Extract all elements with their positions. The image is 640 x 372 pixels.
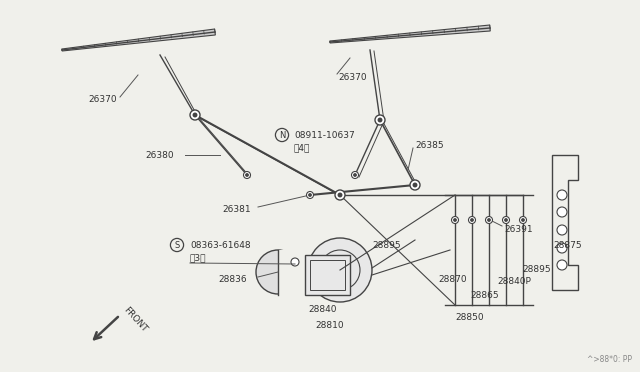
- Text: 26370: 26370: [88, 96, 116, 105]
- Circle shape: [246, 174, 248, 176]
- Circle shape: [351, 171, 358, 179]
- Circle shape: [308, 238, 372, 302]
- Circle shape: [307, 192, 314, 199]
- Circle shape: [291, 258, 299, 266]
- Text: 26370: 26370: [338, 73, 367, 81]
- Circle shape: [522, 219, 524, 221]
- Bar: [310, 260, 345, 290]
- Text: N: N: [279, 131, 285, 140]
- Text: （4）: （4）: [294, 144, 310, 153]
- Circle shape: [190, 110, 200, 120]
- Text: 28895: 28895: [372, 241, 401, 250]
- Text: 26391: 26391: [504, 225, 532, 234]
- Bar: [278, 250, 303, 295]
- Text: 28850: 28850: [455, 314, 484, 323]
- Circle shape: [486, 217, 493, 224]
- Circle shape: [557, 225, 567, 235]
- Circle shape: [454, 219, 456, 221]
- Circle shape: [557, 260, 567, 270]
- Circle shape: [468, 217, 476, 224]
- Text: （3）: （3）: [190, 253, 207, 263]
- Circle shape: [256, 250, 300, 294]
- Circle shape: [339, 193, 342, 197]
- Text: 26380: 26380: [145, 151, 173, 160]
- Polygon shape: [62, 29, 215, 51]
- Text: 28870: 28870: [438, 276, 467, 285]
- Circle shape: [520, 217, 527, 224]
- Text: 28810: 28810: [315, 321, 344, 330]
- Text: 26381: 26381: [222, 205, 251, 215]
- Circle shape: [557, 243, 567, 253]
- Text: 28840: 28840: [308, 305, 337, 314]
- Text: 08911-10637: 08911-10637: [294, 131, 355, 140]
- Circle shape: [354, 174, 356, 176]
- Circle shape: [557, 207, 567, 217]
- Text: 28895: 28895: [522, 266, 550, 275]
- Text: 08363-61648: 08363-61648: [190, 241, 251, 250]
- Circle shape: [410, 180, 420, 190]
- Text: 28865: 28865: [470, 291, 499, 299]
- Polygon shape: [330, 25, 490, 43]
- Text: 28836: 28836: [218, 276, 246, 285]
- Circle shape: [471, 219, 473, 221]
- Circle shape: [488, 219, 490, 221]
- Circle shape: [557, 190, 567, 200]
- Circle shape: [502, 217, 509, 224]
- Circle shape: [309, 194, 311, 196]
- Circle shape: [335, 190, 345, 200]
- Text: S: S: [174, 241, 180, 250]
- Circle shape: [413, 183, 417, 187]
- Text: 28875: 28875: [553, 241, 582, 250]
- Circle shape: [505, 219, 507, 221]
- Circle shape: [193, 113, 196, 117]
- Text: 28840P: 28840P: [497, 278, 531, 286]
- Bar: [305, 255, 350, 295]
- Circle shape: [375, 115, 385, 125]
- Circle shape: [451, 217, 458, 224]
- Text: ^>88*0: PP: ^>88*0: PP: [587, 355, 632, 364]
- Circle shape: [378, 118, 381, 122]
- Circle shape: [243, 171, 250, 179]
- Text: 26385: 26385: [415, 141, 444, 150]
- Text: FRONT: FRONT: [122, 306, 148, 334]
